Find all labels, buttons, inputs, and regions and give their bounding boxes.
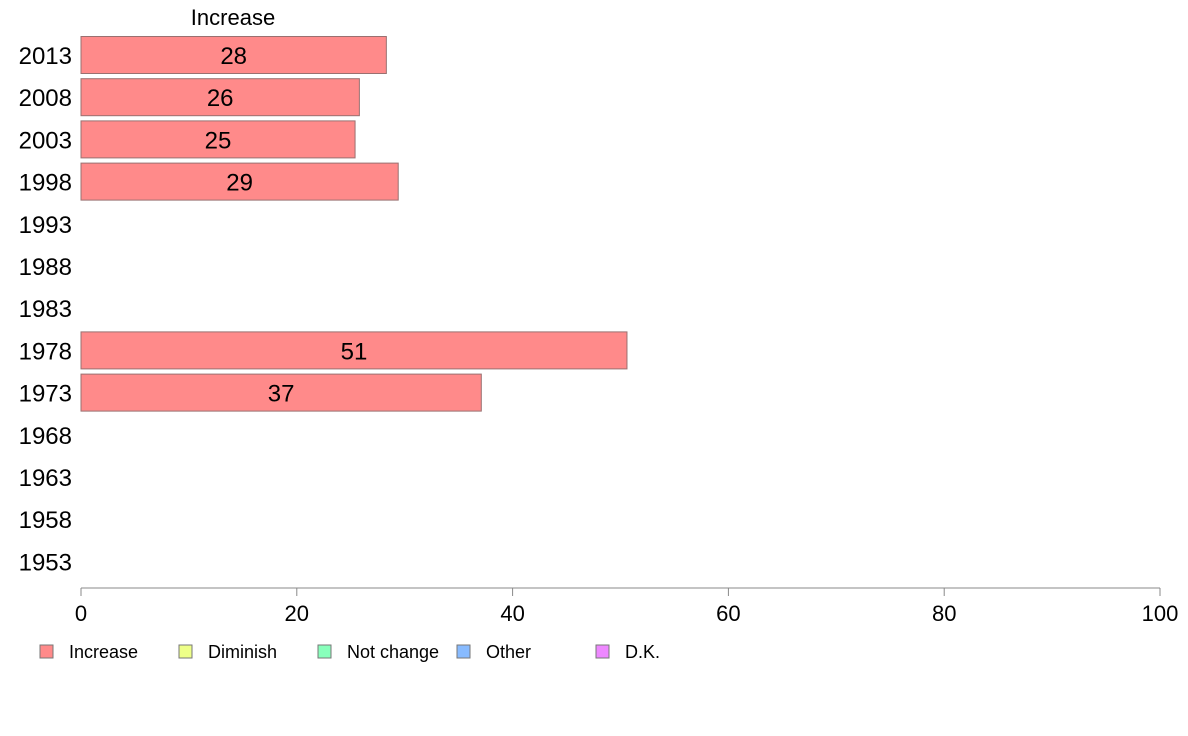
y-tick-label-1968: 1968 <box>19 423 72 450</box>
y-tick-label-2013: 2013 <box>19 43 72 70</box>
data-label-2008: 26 <box>207 85 234 112</box>
x-tick-label-40: 40 <box>500 601 524 626</box>
x-tick-label-80: 80 <box>932 601 956 626</box>
x-axis: 0 20 40 60 80 100 <box>75 587 1179 626</box>
legend-swatch-2 <box>317 644 332 659</box>
data-label-1978: 51 <box>341 338 368 365</box>
x-tick-label-0: 0 <box>75 601 87 626</box>
bar-2003 <box>80 120 356 159</box>
legend-label-0: Increase <box>69 642 138 662</box>
x-tick-label-60: 60 <box>716 601 740 626</box>
legend-swatch-4 <box>595 644 610 659</box>
y-tick-label-1988: 1988 <box>19 254 72 281</box>
data-label-1973: 37 <box>268 381 295 408</box>
y-tick-label-1983: 1983 <box>19 296 72 323</box>
legend-swatch-1 <box>178 644 193 659</box>
y-tick-label-1953: 1953 <box>19 549 72 576</box>
bars-group: 28 26 25 29 51 37 <box>80 36 628 412</box>
bar-1998 <box>80 162 399 201</box>
legend-swatch-3 <box>456 644 471 659</box>
bar-2013 <box>80 36 387 74</box>
bar-1978 <box>80 331 628 370</box>
x-tick-label-100: 100 <box>1142 601 1179 626</box>
data-label-2003: 25 <box>205 127 232 154</box>
data-label-1998: 29 <box>226 170 253 197</box>
y-tick-label-1993: 1993 <box>19 212 72 239</box>
legend-label-3: Other <box>486 642 531 662</box>
legend: Increase Diminish Not change Other D.K. <box>39 642 660 662</box>
y-tick-label-2003: 2003 <box>19 127 72 154</box>
y-tick-label-1973: 1973 <box>19 381 72 408</box>
y-tick-label-1978: 1978 <box>19 338 72 365</box>
panel-title: Increase <box>191 5 275 30</box>
legend-swatch-0 <box>39 644 54 659</box>
bar-2008 <box>80 78 360 117</box>
legend-label-4: D.K. <box>625 642 660 662</box>
legend-label-2: Not change <box>347 642 439 662</box>
y-axis-labels: 2013 2008 2003 1998 1993 1988 1983 1978 1973 1968… <box>19 43 72 576</box>
y-tick-label-1958: 1958 <box>19 507 72 534</box>
x-tick-label-20: 20 <box>285 601 309 626</box>
y-tick-label-1998: 1998 <box>19 170 72 197</box>
y-tick-label-1963: 1963 <box>19 465 72 492</box>
legend-label-1: Diminish <box>208 642 277 662</box>
data-label-2013: 28 <box>220 43 247 70</box>
y-tick-label-2008: 2008 <box>19 85 72 112</box>
bar-1973 <box>80 373 482 412</box>
